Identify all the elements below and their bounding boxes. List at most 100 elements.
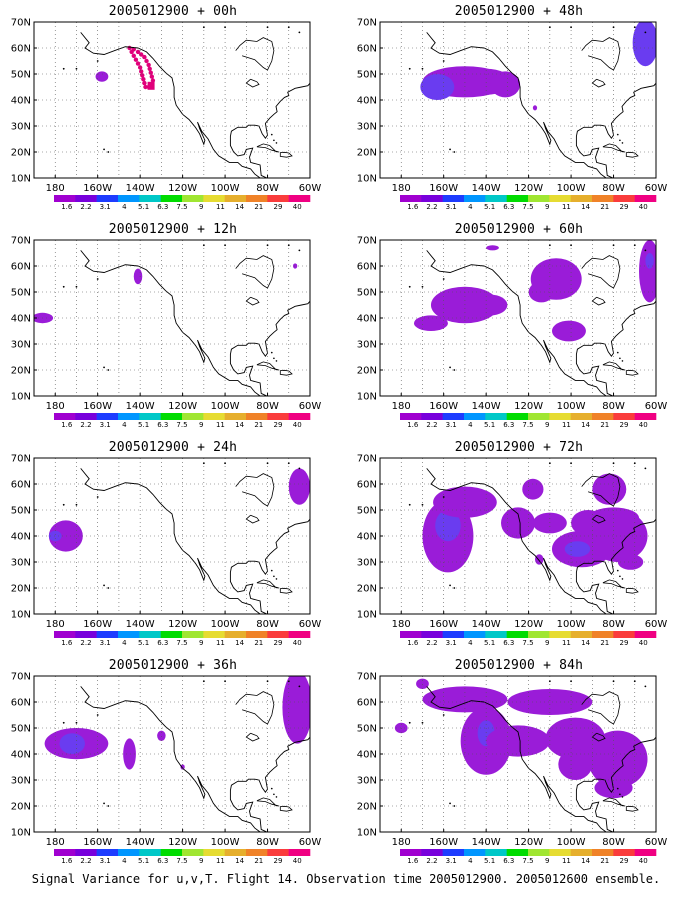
colorbar-swatch	[464, 195, 486, 202]
colorbar-label: 21	[254, 203, 263, 211]
coastline	[235, 37, 275, 71]
colorbar-label: 3.1	[446, 639, 457, 647]
flight-track-point	[143, 84, 148, 90]
lon-label: 140W	[126, 401, 155, 412]
colorbar-swatch	[421, 631, 443, 638]
colorbar-label: 21	[254, 421, 263, 429]
colorbar-label: 40	[293, 639, 302, 647]
flight-track-point	[144, 58, 149, 64]
coastline	[602, 143, 626, 153]
colorbar-swatch	[54, 631, 76, 638]
colorbar-label: 1.6	[61, 639, 73, 647]
island	[633, 462, 636, 465]
colorbar-swatch	[464, 849, 486, 856]
colorbar-swatch	[96, 849, 119, 856]
island	[619, 139, 621, 142]
colorbar-label: 7.5	[176, 857, 187, 865]
coastline	[279, 369, 293, 376]
coastline	[581, 255, 621, 289]
colorbar-label: 3.1	[446, 203, 457, 211]
lon-label: 100W	[211, 837, 240, 848]
colorbar-label: 6.3	[503, 639, 514, 647]
colorbar-label: 3.1	[100, 857, 111, 865]
colorbar-label: 9	[199, 639, 203, 647]
colorbar-swatch	[96, 413, 119, 420]
coastline	[591, 732, 606, 742]
island	[633, 26, 636, 29]
variance-region	[133, 268, 143, 285]
colorbar-label: 11	[216, 203, 225, 211]
colorbar-swatch	[203, 413, 225, 420]
island	[621, 796, 624, 798]
island	[644, 467, 647, 470]
colorbar-label: 9	[199, 203, 203, 211]
lat-label: 30N	[357, 340, 377, 351]
island	[273, 575, 275, 578]
variance-map: 70N 60N 50N 40N 30N 20N 10N 180 160W 140W 120W 100W…	[11, 672, 322, 866]
variance-map: 70N 60N 50N 40N 30N 20N 10N 180 160W 140W 120W 100W…	[357, 672, 668, 866]
lat-label: 50N	[357, 724, 377, 735]
colorbar-swatch	[160, 413, 183, 420]
colorbar-label: 2.2	[80, 639, 91, 647]
colorbar-label: 21	[600, 203, 609, 211]
lon-label: 160W	[83, 837, 112, 848]
colorbar-swatch	[139, 413, 161, 420]
island	[224, 26, 226, 29]
colorbar-label: 14	[235, 639, 244, 647]
colorbar-label: 14	[581, 639, 590, 647]
lat-label: 30N	[357, 558, 377, 569]
island	[633, 680, 636, 683]
lon-label: 140W	[126, 837, 155, 848]
variance-region	[288, 468, 310, 505]
lat-label: 20N	[357, 366, 377, 377]
lat-label: 10N	[11, 392, 31, 403]
colorbar-swatch	[442, 631, 465, 638]
map-frame	[33, 239, 311, 397]
forecast-panel: 2005012900 + 36h 70N 60N 50N 40N 30N 20N 10N 180…	[0, 654, 346, 872]
island	[570, 26, 572, 29]
forecast-panel: 2005012900 + 72h 70N 60N 50N 40N 30N 20N 10N 180…	[346, 436, 692, 654]
colorbar-label: 40	[639, 203, 648, 211]
colorbar-label: 40	[639, 857, 648, 865]
colorbar-swatch	[549, 413, 571, 420]
colorbar-label: 4	[468, 421, 473, 429]
lat-label: 20N	[11, 802, 31, 813]
island	[202, 462, 205, 465]
lon-label: 80W	[256, 619, 279, 630]
coastline	[581, 37, 621, 71]
lon-label: 80W	[602, 837, 625, 848]
lat-label: 10N	[357, 828, 377, 839]
coastline	[426, 686, 656, 832]
colorbar-label: 7.5	[176, 421, 187, 429]
colorbar-swatch	[246, 849, 268, 856]
colorbar-label: 40	[293, 421, 302, 429]
colorbar-label: 40	[639, 421, 648, 429]
variance-region	[59, 733, 85, 754]
lat-label: 20N	[357, 148, 377, 159]
variance-region	[588, 730, 648, 788]
colorbar-label: 5.1	[138, 421, 149, 429]
island	[96, 496, 99, 498]
colorbar-swatch	[96, 195, 119, 202]
island	[298, 31, 301, 34]
colorbar-swatch	[634, 849, 657, 856]
colorbar-label: 14	[581, 203, 590, 211]
colorbar-label: 11	[562, 203, 571, 211]
lon-label: 180	[392, 183, 411, 194]
colorbar-label: 11	[562, 639, 571, 647]
flight-track-point	[142, 54, 147, 60]
lon-label: 140W	[472, 401, 501, 412]
lat-label: 30N	[11, 122, 31, 133]
colorbar-swatch	[139, 195, 161, 202]
coastline	[256, 579, 280, 589]
island	[616, 133, 619, 136]
flight-track-point	[139, 52, 144, 57]
island	[616, 787, 619, 790]
lon-label: 100W	[557, 837, 586, 848]
colorbar-swatch	[118, 195, 140, 202]
colorbar-swatch	[442, 195, 465, 202]
variance-region	[48, 520, 83, 552]
colorbar-swatch	[400, 849, 422, 856]
panel-title: 2005012900 + 36h	[108, 658, 238, 673]
lat-label: 60N	[357, 698, 377, 709]
